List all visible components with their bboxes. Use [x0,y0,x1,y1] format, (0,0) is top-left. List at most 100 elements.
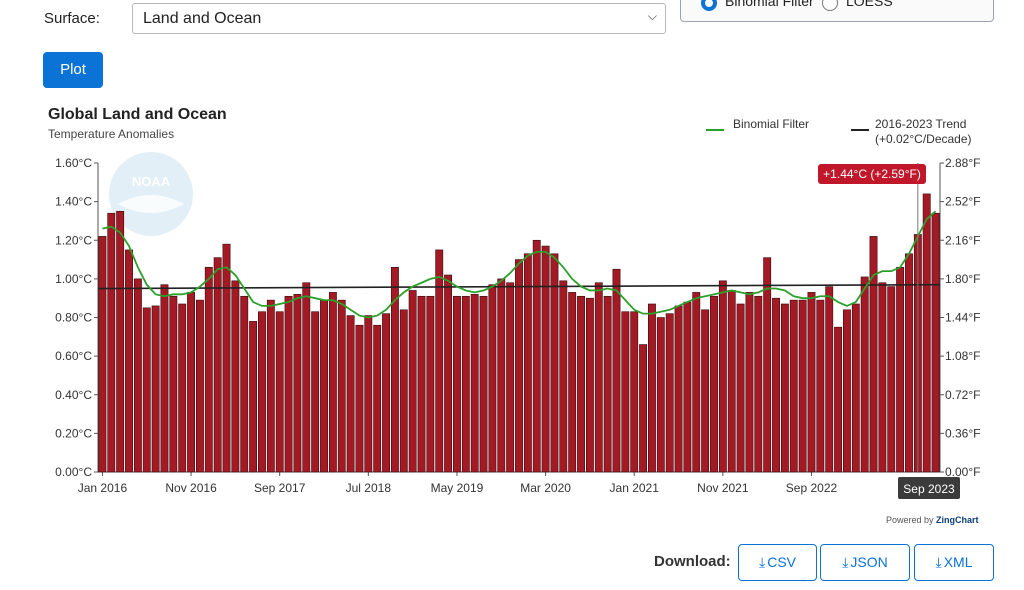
y-right-tick-label: 2.16°F [945,233,980,247]
download-icon: ⤓ [759,554,766,570]
legend-binomial-label: Binomial Filter [733,117,809,132]
y-right-tick-label: 0.72°F [945,388,980,402]
temperature-bar [816,299,825,473]
trend-line [97,283,941,290]
download-xml-label: XML [943,554,973,570]
surface-select-value: Land and Ocean [143,10,262,27]
y-left-tick-label: 0.40°C [55,388,92,402]
powered-by-prefix: Powered by [886,515,934,525]
temperature-bar [825,286,834,473]
temperature-bar [187,292,195,473]
x-tick-label: May 2019 [431,481,484,495]
temperature-bar [98,236,107,473]
temperature-bar [603,295,612,473]
legend-trend-line2: (+0.02°C/Decade) [875,132,972,146]
legend-binomial-text: Binomial Filter [733,117,810,131]
download-csv-button[interactable]: ⤓ CSV [738,544,817,581]
temperature-bar [931,212,940,473]
temperature-bar [426,295,435,473]
temperature-bar [772,297,780,473]
temperature-bar [612,268,621,473]
temperature-bar [523,253,532,473]
download-json-button[interactable]: ⤓ JSON [820,544,910,581]
plot-button[interactable]: Plot [43,52,103,88]
x-tick-label: Nov 2021 [697,481,749,495]
y-left-tick-label: 0.80°C [55,311,92,325]
temperature-bar [346,315,355,473]
temperature-bar [843,309,851,473]
y-left-tick-label: 1.60°C [55,156,92,170]
temperature-bar [461,295,470,473]
radio-binomial-filter[interactable] [701,0,717,11]
temperature-bar [240,295,249,473]
temperature-bar [639,344,648,473]
temperature-bar [337,299,346,473]
temperature-bar [151,305,160,473]
temperature-bar [364,315,373,473]
temperature-bar [311,311,320,473]
temperature-bar [780,303,789,473]
y-right-tick-label: 0.00°F [945,465,980,479]
temperature-bar [116,210,125,473]
download-xml-button[interactable]: ⤓ XML [914,544,994,581]
download-csv-label: CSV [767,554,796,570]
tooltip-value-text: +1.44°C (+2.59°F) [823,167,921,181]
temperature-bar [834,326,843,473]
surface-select[interactable]: Land and Ocean ⌵ [132,3,666,34]
y-right-tick-label: 2.88°F [945,156,980,170]
temperature-bar [266,299,275,473]
temperature-bar [754,295,763,473]
chevron-down-icon: ⌵ [647,9,657,23]
temperature-bar [470,294,479,473]
temperature-bar [453,295,461,473]
temperature-bar [506,282,515,473]
y-left-tick-label: 0.60°C [55,349,92,363]
radio-binomial-filter-label: Binomial Filter [725,0,814,9]
temperature-bar [532,239,541,473]
temperature-bar [896,266,905,473]
temperature-bar [683,301,692,473]
temperature-bar [479,295,488,473]
chart-title: Global Land and Ocean [48,106,227,123]
temperature-bar [905,253,913,473]
temperature-bar [656,317,665,473]
temperature-bar [488,284,497,473]
temperature-bar [408,290,417,473]
temperature-bar [745,292,754,473]
x-tick-label: Mar 2020 [520,481,571,495]
temperature-bar [178,303,187,473]
temperature-bar [710,295,718,473]
y-right-tick-label: 1.08°F [945,349,980,363]
temperature-bar [258,311,266,473]
download-json-label: JSON [850,554,888,570]
temperature-bar [665,313,674,473]
temperature-bar [541,245,550,473]
temperature-bar [204,266,213,473]
temperature-bar [798,299,807,473]
temperature-bar [222,243,231,473]
temperature-bar [302,282,311,473]
x-tick-label: Sep 2017 [254,481,306,495]
legend-binomial-swatch [706,129,724,131]
temperature-bar [585,297,594,473]
y-left-tick-label: 0.00°C [55,465,92,479]
temperature-bar [922,193,931,473]
x-tick-label: Jan 2016 [78,481,128,495]
temperature-bar [692,292,701,473]
powered-by[interactable]: Powered by ZingChart [886,515,979,525]
temperature-bar [355,324,364,473]
y-left-tick-label: 1.20°C [55,233,92,247]
temperature-bar [515,259,523,473]
binomial-filter-line [102,210,937,319]
temperature-bar [390,266,399,473]
temperature-bar [577,295,585,473]
temperature-chart: NOAA 0.00°C 0.20°C 0.40°C 0.60°C 0.80°C 1.00°… [55,152,980,499]
filter-options-panel: Binomial Filter LOESS [680,0,994,22]
temperature-bar [213,257,222,473]
surface-label: Surface: [44,10,100,27]
x-tick-label: Nov 2016 [165,481,217,495]
download-icon: ⤓ [935,554,942,570]
x-tick-label: Jul 2018 [346,481,392,495]
temperature-bar [763,257,772,473]
radio-loess[interactable] [822,0,838,11]
